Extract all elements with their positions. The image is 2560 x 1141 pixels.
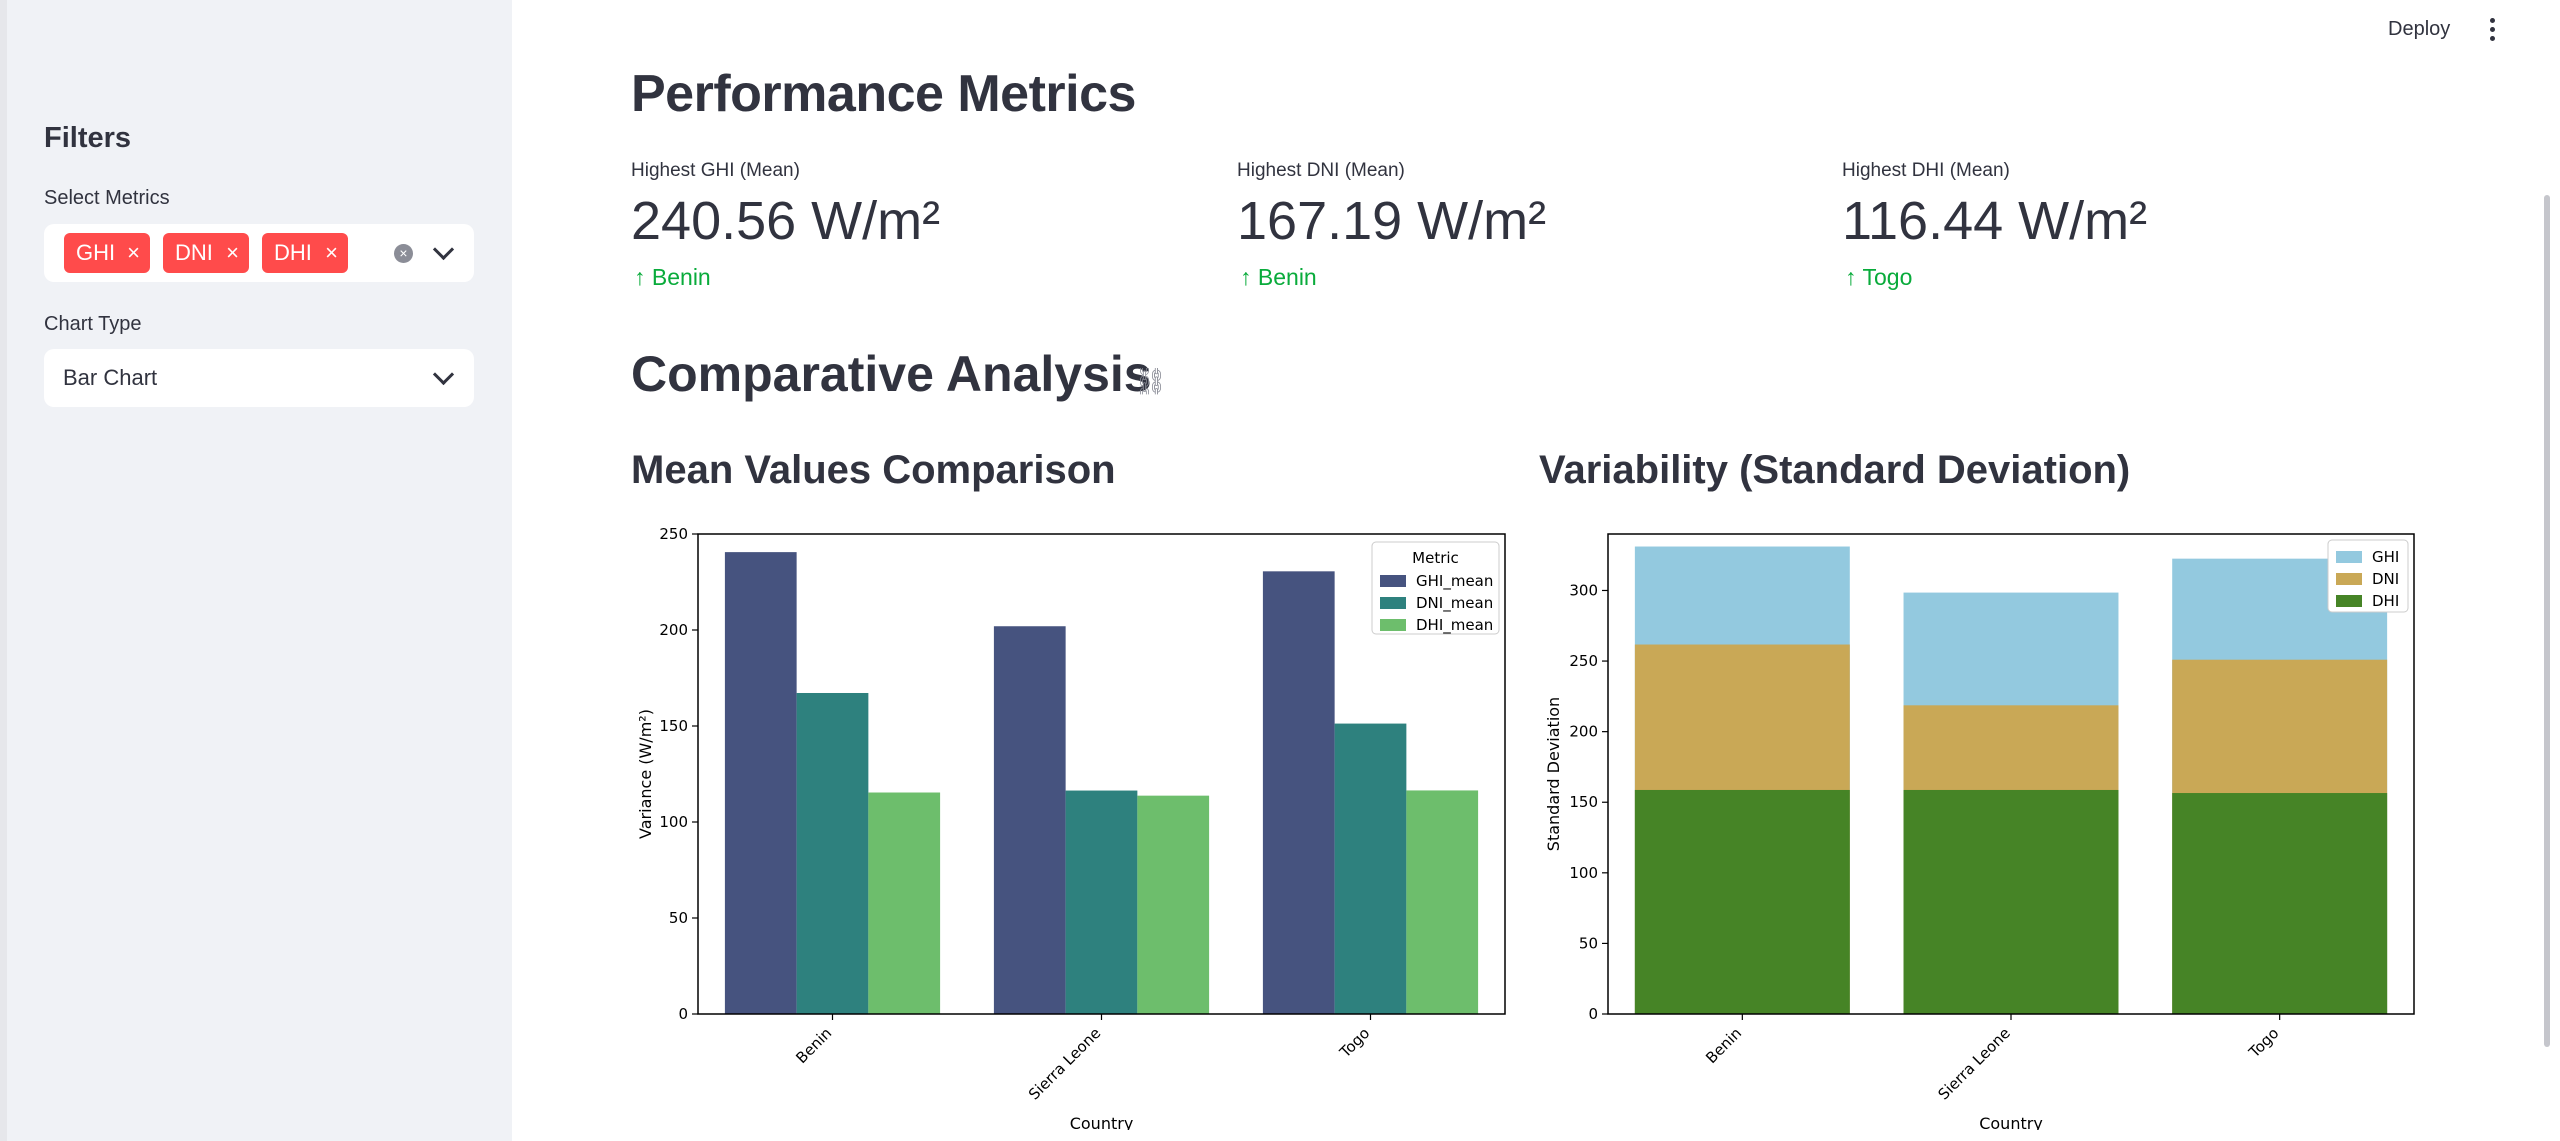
legend-title: Metric	[1412, 549, 1459, 567]
metric-dhi-label: Highest DHI (Mean)	[1842, 160, 2010, 181]
tag-ghi-label: GHI	[76, 240, 116, 265]
metric-dni-delta: ↑ Benin	[1240, 264, 1317, 291]
arrow-up-icon: ↑	[634, 264, 646, 290]
y-tick-label: 150	[659, 717, 688, 735]
y-axis-label: Variance (W/m²)	[636, 709, 655, 839]
y-tick-label: 0	[678, 1005, 688, 1023]
bar-ghi_mean-benin	[724, 552, 797, 1014]
chevron-down-icon[interactable]	[432, 363, 455, 386]
y-tick-label: 250	[659, 525, 688, 543]
bar-dni_mean-benin	[796, 692, 869, 1014]
bar-dhi_mean-togo	[1406, 790, 1479, 1014]
y-tick-label: 150	[1569, 793, 1598, 811]
metric-ghi-delta-text: Benin	[651, 264, 711, 290]
remove-ghi-icon[interactable]: ×	[127, 240, 140, 265]
tag-dni[interactable]: DNI ×	[163, 233, 249, 273]
x-tick-label: Sierra Leone	[1025, 1024, 1104, 1103]
remove-dni-icon[interactable]: ×	[226, 240, 239, 265]
left-chart-title: Mean Values Comparison	[631, 448, 1116, 492]
y-tick-label: 100	[1569, 864, 1598, 882]
more-menu-icon[interactable]	[2490, 18, 2496, 42]
tag-dhi[interactable]: DHI ×	[262, 233, 348, 273]
metrics-label: Select Metrics	[44, 187, 170, 209]
metric-dhi-value: 116.44 W/m²	[1842, 191, 2148, 251]
chart-type-label: Chart Type	[44, 313, 142, 335]
sidebar-title: Filters	[44, 122, 132, 154]
metric-dhi-delta: ↑ Togo	[1845, 264, 1912, 291]
y-tick-label: 200	[1569, 723, 1598, 741]
y-tick-label: 50	[669, 909, 688, 927]
bar-dhi-sierra-leone	[1903, 789, 2119, 1014]
mean-values-chart: 0 50 100 150 200 250 Benin Sierra Leone Togo Coun…	[636, 525, 1506, 1130]
deploy-button[interactable]: Deploy	[2388, 18, 2451, 40]
legend-swatch-ghi_mean	[1380, 575, 1406, 587]
metric-dhi-delta-text: Togo	[1862, 264, 1913, 290]
clear-all-icon[interactable]: ×	[394, 244, 413, 263]
metrics-multiselect[interactable]: GHI × DNI × DHI × ×	[44, 224, 474, 282]
y-axis-label: Standard Deviation	[1544, 697, 1563, 851]
metric-dni-label: Highest DNI (Mean)	[1237, 160, 1405, 181]
bar-dni_mean-sierra-leone	[1065, 790, 1138, 1014]
bar-dhi_mean-sierra-leone	[1137, 795, 1210, 1014]
sidebar: Filters Select Metrics GHI × DNI × DHI ×…	[0, 0, 512, 1141]
metric-ghi-label: Highest GHI (Mean)	[631, 160, 800, 181]
page-title: Performance Metrics	[631, 65, 1136, 123]
legend-swatch-ghi	[2336, 551, 2362, 563]
legend-swatch-dhi_mean	[1380, 619, 1406, 631]
legend-label-ghi_mean: GHI_mean	[1416, 572, 1493, 591]
legend-swatch-dni	[2336, 573, 2362, 585]
y-tick-label: 200	[659, 621, 688, 639]
x-tick-label: Benin	[1702, 1024, 1745, 1067]
metric-ghi-value: 240.56 W/m²	[631, 191, 941, 251]
metric-dni-value: 167.19 W/m²	[1237, 191, 1547, 251]
bar-dhi-benin	[1634, 789, 1850, 1014]
metric-dni-delta-text: Benin	[1257, 264, 1317, 290]
bar-dhi-togo	[2172, 793, 2388, 1014]
chart-type-select[interactable]: Bar Chart	[44, 349, 474, 407]
tag-ghi[interactable]: GHI ×	[64, 233, 150, 273]
x-tick-label: Togo	[2245, 1024, 2283, 1062]
section-title: Comparative Analysis	[631, 346, 1152, 402]
bar-dhi_mean-benin	[868, 792, 941, 1014]
link-icon[interactable]: ⛓	[1134, 366, 1168, 396]
x-tick-label: Togo	[1335, 1024, 1373, 1062]
y-tick-label: 0	[1588, 1005, 1598, 1023]
tag-dhi-label: DHI	[274, 240, 312, 265]
chart-type-value: Bar Chart	[63, 365, 158, 390]
bar-ghi_mean-sierra-leone	[993, 626, 1066, 1014]
metric-ghi-delta: ↑ Benin	[634, 264, 711, 291]
y-tick-label: 100	[659, 813, 688, 831]
bar-ghi_mean-togo	[1262, 571, 1335, 1014]
legend-label-dni_mean: DNI_mean	[1416, 594, 1493, 613]
std-deviation-chart: 0 50 100 150 200 250 300 Benin Sierra Leone Togo C…	[1544, 533, 2415, 1130]
legend-label-dhi: DHI	[2372, 592, 2399, 610]
legend-swatch-dhi	[2336, 595, 2362, 607]
legend-box	[1371, 541, 1500, 635]
scrollbar[interactable]	[2544, 195, 2550, 1047]
x-tick-label: Sierra Leone	[1934, 1024, 2013, 1103]
right-chart-title: Variability (Standard Deviation)	[1539, 448, 2131, 492]
x-tick-label: Benin	[792, 1024, 835, 1067]
y-tick-label: 50	[1579, 934, 1598, 952]
y-tick-label: 300	[1569, 581, 1598, 599]
legend-label-dhi_mean: DHI_mean	[1416, 616, 1493, 635]
arrow-up-icon: ↑	[1240, 264, 1252, 290]
bar-dni_mean-togo	[1334, 723, 1407, 1014]
legend-label-ghi: GHI	[2372, 548, 2399, 566]
legend-swatch-dni_mean	[1380, 597, 1406, 609]
arrow-up-icon: ↑	[1845, 264, 1857, 290]
tag-dni-label: DNI	[175, 240, 213, 265]
x-axis-label: Country	[1979, 1114, 2043, 1130]
chevron-down-icon[interactable]	[432, 238, 455, 261]
x-axis-label: Country	[1070, 1114, 1134, 1130]
y-tick-label: 250	[1569, 652, 1598, 670]
legend-label-dni: DNI	[2372, 570, 2399, 588]
remove-dhi-icon[interactable]: ×	[325, 240, 338, 265]
